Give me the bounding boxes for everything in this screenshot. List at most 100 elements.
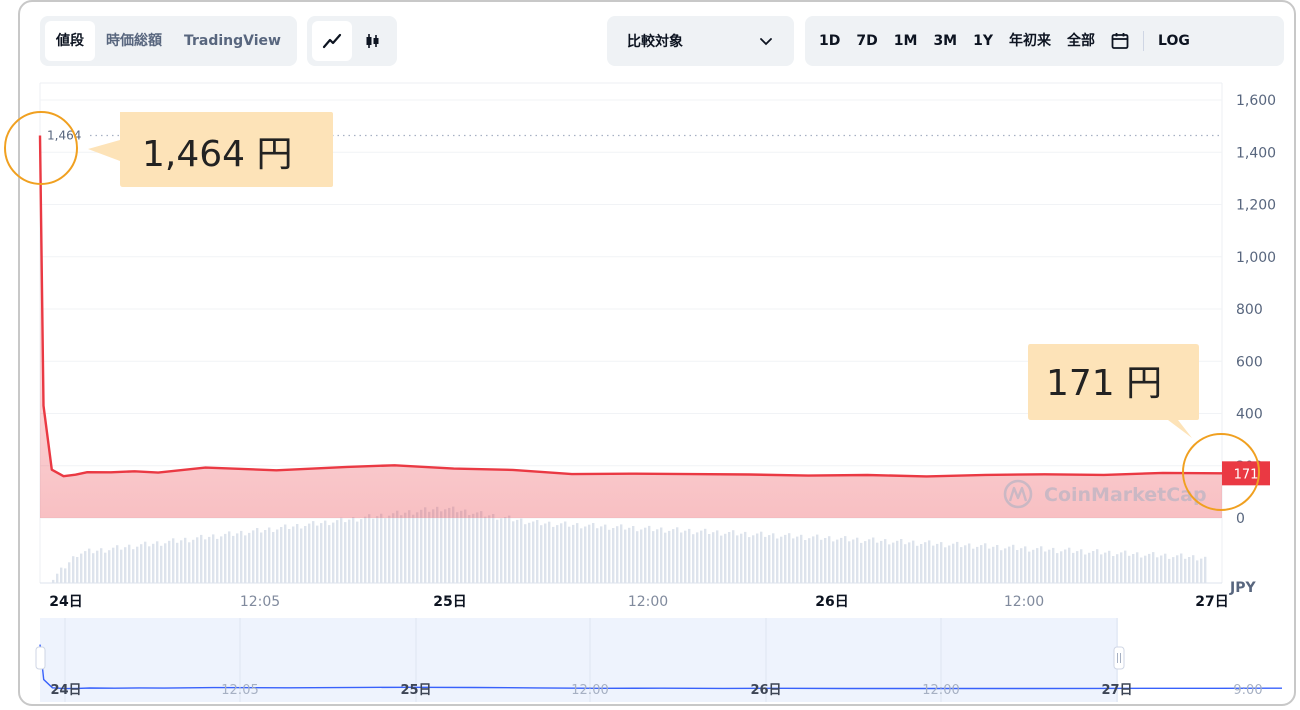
navigator-tick-label: 12:00 (571, 683, 608, 698)
volume-bar (660, 527, 663, 583)
volume-bar (876, 542, 879, 583)
volume-bar (392, 513, 395, 583)
volume-bar (680, 532, 683, 583)
volume-bar (320, 523, 323, 583)
volume-bar (368, 514, 371, 583)
volume-bar (60, 567, 63, 583)
volume-bar (756, 533, 759, 583)
volume-bar (820, 539, 823, 583)
volume-bar (572, 524, 575, 583)
volume-bar (484, 516, 487, 583)
volume-bar (580, 528, 583, 583)
volume-bar (860, 542, 863, 583)
tab-market-cap[interactable]: 時価総額 (106, 33, 162, 49)
volume-bar (732, 530, 735, 583)
range-ytd[interactable]: 年初来 (1009, 33, 1052, 49)
volume-bar (236, 533, 239, 583)
currency-label: JPY (1229, 580, 1256, 596)
volume-bar (716, 530, 719, 583)
volume-bar (1004, 548, 1007, 583)
volume-bar (164, 543, 167, 583)
calendar-button[interactable] (1103, 21, 1137, 61)
navigator-tick-label: 12:00 (922, 683, 959, 698)
volume-bar (480, 511, 483, 583)
volume-bar (264, 530, 267, 583)
range-all[interactable]: 全部 (1067, 33, 1096, 49)
x-tick-label: 24日 (49, 594, 82, 610)
volume-bar (168, 540, 171, 583)
x-tick-label: 27日 (1195, 594, 1228, 610)
compare-dropdown[interactable]: 比較対象 (607, 16, 794, 66)
volume-bar (496, 519, 499, 583)
volume-bar (180, 540, 183, 583)
y-tick-label: 600 (1236, 354, 1263, 370)
volume-bar (824, 538, 827, 583)
navigator-handle-left[interactable] (35, 646, 46, 670)
volume-bar (1204, 556, 1207, 583)
volume-bar (1028, 551, 1031, 583)
volume-bar (272, 532, 275, 583)
volume-bar (628, 527, 631, 583)
volume-bar (812, 536, 815, 583)
volume-bar (64, 568, 67, 583)
volume-bar (204, 539, 207, 583)
volume-bar (840, 537, 843, 583)
range-3m[interactable]: 3M (933, 33, 958, 49)
volume-bar (536, 520, 539, 583)
line-chart-button[interactable] (312, 21, 352, 61)
volume-bar (808, 538, 811, 583)
compare-label: 比較対象 (627, 34, 683, 50)
volume-bar (560, 523, 563, 583)
volume-bar (188, 542, 191, 583)
volume-bar (1152, 552, 1155, 583)
volume-bar (1136, 552, 1139, 583)
volume-bar (1084, 554, 1087, 583)
volume-bar (380, 513, 383, 583)
volume-bar (100, 548, 103, 583)
volume-bar (80, 553, 83, 583)
navigator[interactable]: 24日 12:05 25日 12:00 26日 12:00 27日 9:00 (35, 618, 1283, 702)
volume-bar (676, 527, 679, 583)
volume-bar (844, 536, 847, 583)
volume-bar (980, 545, 983, 583)
last-price-badge: 171 (1222, 461, 1270, 486)
volume-bar (556, 525, 559, 583)
metric-tabs: 値段 時価総額 TradingView (40, 16, 297, 66)
volume-bar (148, 546, 151, 583)
volume-bar (528, 522, 531, 583)
candlestick-button[interactable] (352, 21, 392, 61)
navigator-tick-label: 26日 (750, 683, 781, 698)
volume-bar (68, 562, 71, 583)
volume-bar (1196, 560, 1199, 583)
volume-bar (872, 537, 875, 583)
chart-toolbar: 値段 時価総額 TradingView (40, 16, 397, 66)
volume-bar (1080, 549, 1083, 583)
volume-bar (816, 534, 819, 583)
volume-bar (540, 525, 543, 583)
volume-bar (868, 539, 871, 583)
volume-bar (524, 524, 527, 583)
log-scale-toggle[interactable]: LOG (1158, 33, 1190, 49)
volume-bar (1128, 555, 1131, 583)
volume-bar (336, 520, 339, 583)
volume-bar (948, 545, 951, 583)
volume-bar (1132, 554, 1135, 583)
volume-bar (1076, 551, 1079, 583)
volume-bar (1068, 547, 1071, 583)
volume-bar (1088, 552, 1091, 583)
volume-bar (976, 546, 979, 583)
range-1y[interactable]: 1Y (973, 33, 994, 49)
tab-price[interactable]: 値段 (45, 21, 95, 61)
volume-bar (944, 547, 947, 583)
navigator-tick-label: 9:00 (1233, 683, 1262, 698)
volume-bar (532, 521, 535, 583)
volume-bar (516, 519, 519, 583)
navigator-handle-right[interactable] (1113, 646, 1125, 670)
range-1d[interactable]: 1D (819, 33, 841, 49)
range-1m[interactable]: 1M (893, 33, 918, 49)
tab-tradingview[interactable]: TradingView (184, 33, 281, 49)
range-7d[interactable]: 7D (856, 33, 878, 49)
volume-bar (588, 524, 591, 583)
y-tick-label: 800 (1236, 302, 1263, 318)
volume-bar (696, 532, 699, 583)
